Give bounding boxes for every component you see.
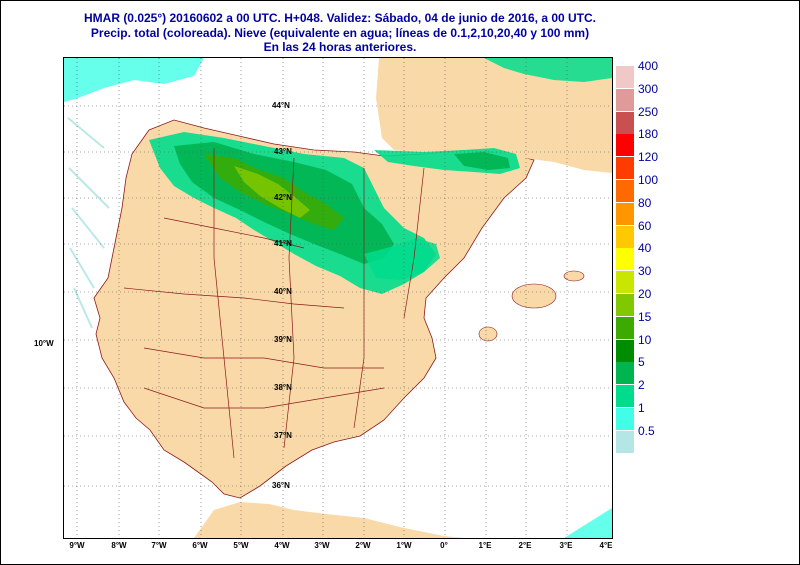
- lon-label-left: 10°W: [34, 339, 54, 348]
- lat-label: 43°N: [274, 147, 292, 156]
- lat-labels: 44°N 43°N 42°N 41°N 40°N 39°N 38°N 37°N …: [272, 101, 292, 490]
- legend-swatch: [616, 271, 634, 294]
- legend-swatch: [616, 202, 634, 225]
- lon-label: 8°W: [111, 541, 127, 550]
- legend-swatch: [616, 248, 634, 271]
- legend-label: 100: [638, 173, 659, 187]
- legend-swatch: [616, 316, 634, 339]
- legend-swatch: [616, 339, 634, 362]
- legend-label: 20: [638, 287, 652, 301]
- lon-label: 1°E: [478, 541, 492, 550]
- legend-label: 250: [638, 104, 659, 119]
- legend-swatch: [616, 385, 634, 408]
- legend-label: 120: [638, 150, 659, 165]
- lat-label: 41°N: [274, 239, 292, 248]
- lon-label: 2°E: [518, 541, 532, 550]
- legend-swatch: [616, 111, 634, 134]
- legend-label: 180: [638, 127, 659, 142]
- legend-swatch: [616, 362, 634, 385]
- legend-label: 30: [638, 264, 652, 279]
- legend-label: 400: [638, 59, 659, 73]
- lon-label: 4°E: [599, 541, 613, 550]
- france-land: [376, 58, 612, 173]
- lat-label: 42°N: [274, 193, 292, 202]
- lon-label: 5°W: [233, 541, 249, 550]
- legend-swatch: [616, 430, 634, 453]
- lon-label: 4°W: [274, 541, 290, 550]
- menorca-island: [563, 270, 585, 282]
- title-line-3: En las 24 horas anteriores.: [263, 40, 417, 54]
- legend-label: 10: [638, 332, 652, 347]
- lat-label: 37°N: [274, 431, 292, 440]
- legend-label: 300: [638, 81, 659, 96]
- mallorca-island: [511, 283, 557, 309]
- lon-label: 7°W: [151, 541, 167, 550]
- legend-swatch: [616, 225, 634, 248]
- africa-land: [194, 502, 464, 538]
- legend-swatch: [616, 408, 634, 430]
- legend-swatch: [616, 66, 634, 88]
- ibiza-island: [478, 326, 498, 342]
- lon-label: 0°: [440, 541, 448, 550]
- legend-swatch: [616, 134, 634, 157]
- lat-label: 36°N: [272, 481, 290, 490]
- lon-label: 1°W: [396, 541, 412, 550]
- legend-label: 80: [638, 195, 652, 210]
- lon-label: 6°W: [192, 541, 208, 550]
- legend-label: 15: [638, 309, 652, 324]
- lon-label: 3°W: [314, 541, 330, 550]
- legend-swatch: [616, 157, 634, 180]
- lat-label: 38°N: [274, 383, 292, 392]
- legend-label: 1: [638, 401, 645, 415]
- lat-label: 39°N: [274, 335, 292, 344]
- lon-label: 3°E: [559, 541, 573, 550]
- map-svg: 44°N 43°N 42°N 41°N 40°N 39°N 38°N 37°N …: [64, 58, 612, 538]
- title-line-2: Precip. total (coloreada). Nieve (equiva…: [90, 26, 590, 40]
- legend-label: 5: [638, 355, 645, 370]
- legend-label: 2: [638, 378, 645, 393]
- graticule: [64, 58, 612, 538]
- lon-label: 9°W: [69, 541, 85, 550]
- legend-label: 60: [638, 218, 652, 233]
- legend-swatch: [616, 180, 634, 202]
- lat-label: 40°N: [274, 287, 292, 296]
- title-line-1: HMAR (0.025°) 20160602 a 00 UTC. H+048. …: [83, 11, 596, 25]
- lat-label: 44°N: [272, 101, 290, 110]
- precip-light-strips: [67, 117, 110, 329]
- legend-swatch: [616, 294, 634, 316]
- lon-label: 2°W: [355, 541, 371, 550]
- legend-swatch: [616, 88, 634, 111]
- legend-label: 40: [638, 241, 652, 256]
- precipitation-map: 44°N 43°N 42°N 41°N 40°N 39°N 38°N 37°N …: [63, 57, 613, 539]
- legend-label: 0.5: [638, 423, 655, 438]
